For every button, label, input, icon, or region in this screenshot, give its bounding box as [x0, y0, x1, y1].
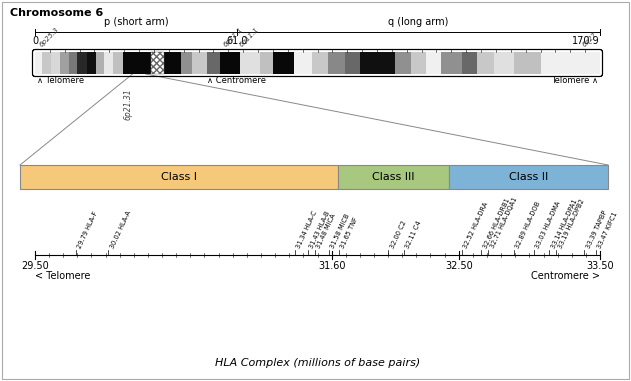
- Bar: [138, 52, 151, 74]
- Bar: [396, 52, 411, 74]
- Text: q (long arm): q (long arm): [388, 17, 449, 27]
- Text: 6q11.1: 6q11.1: [239, 26, 261, 48]
- Text: HLA Complex (millions of base pairs): HLA Complex (millions of base pairs): [215, 358, 420, 368]
- Bar: [151, 52, 164, 74]
- Text: < Telomere: < Telomere: [35, 271, 90, 281]
- Text: 61.0: 61.0: [226, 36, 247, 46]
- Text: Class III: Class III: [372, 172, 415, 182]
- Bar: [260, 52, 273, 74]
- Text: 33.50: 33.50: [586, 261, 614, 271]
- Text: 31.48 MICA: 31.48 MICA: [316, 212, 337, 249]
- Bar: [192, 52, 208, 74]
- Text: 32.00 C2: 32.00 C2: [389, 219, 407, 249]
- Bar: [294, 52, 312, 74]
- Bar: [273, 52, 294, 74]
- Bar: [477, 52, 494, 74]
- Text: 29.79 HLA-F: 29.79 HLA-F: [77, 210, 99, 249]
- Text: 31.34 HLA-C: 31.34 HLA-C: [296, 210, 319, 249]
- Bar: [151, 52, 164, 74]
- Text: ∧ Telomere: ∧ Telomere: [37, 76, 84, 85]
- Bar: [104, 52, 113, 74]
- Text: Chromosome 6: Chromosome 6: [10, 8, 103, 18]
- Text: 32.52 HLA-DRA: 32.52 HLA-DRA: [463, 201, 489, 249]
- Bar: [240, 52, 260, 74]
- Text: Telomere ∧: Telomere ∧: [551, 76, 598, 85]
- Bar: [35, 52, 42, 74]
- Text: 6p25.3: 6p25.3: [38, 26, 60, 48]
- Bar: [208, 52, 220, 74]
- Bar: [78, 52, 87, 74]
- Bar: [122, 52, 138, 74]
- Text: 6q27: 6q27: [581, 31, 598, 48]
- Bar: [20, 165, 338, 189]
- Text: 6p11.1: 6p11.1: [223, 26, 244, 48]
- Text: 33.03 HLA-DMA: 33.03 HLA-DMA: [534, 200, 562, 249]
- Text: 33.14 HLA-DPA1: 33.14 HLA-DPA1: [550, 198, 578, 249]
- Text: 32.89 HLA-DOB: 32.89 HLA-DOB: [515, 200, 542, 249]
- FancyBboxPatch shape: [33, 50, 603, 77]
- Bar: [360, 52, 380, 74]
- Bar: [42, 52, 51, 74]
- Text: 31.60: 31.60: [318, 261, 345, 271]
- Text: 31.58 MICB: 31.58 MICB: [330, 212, 351, 249]
- Text: p (short arm): p (short arm): [103, 17, 168, 27]
- Text: 32.50: 32.50: [445, 261, 473, 271]
- Text: Class I: Class I: [161, 172, 197, 182]
- Text: 33.19 HLA-DPB2: 33.19 HLA-DPB2: [557, 198, 586, 249]
- Bar: [327, 52, 345, 74]
- Bar: [220, 52, 240, 74]
- Bar: [96, 52, 104, 74]
- Text: 32.11 C4: 32.11 C4: [404, 219, 423, 249]
- Bar: [113, 52, 122, 74]
- Text: 6p21.31: 6p21.31: [123, 88, 132, 120]
- Text: 31.65 TNF: 31.65 TNF: [339, 216, 360, 249]
- Bar: [69, 52, 78, 74]
- Bar: [426, 52, 440, 74]
- Bar: [440, 52, 461, 74]
- Text: 32.71 HLA-DQA1: 32.71 HLA-DQA1: [490, 196, 518, 249]
- Bar: [51, 52, 61, 74]
- Bar: [380, 52, 396, 74]
- Text: 0: 0: [32, 36, 38, 46]
- Bar: [345, 52, 360, 74]
- Text: 31.43 HLA-B: 31.43 HLA-B: [309, 210, 331, 249]
- Bar: [541, 52, 600, 74]
- Text: 33.39 TAPBP: 33.39 TAPBP: [586, 209, 608, 249]
- Bar: [312, 52, 327, 74]
- Bar: [411, 52, 426, 74]
- Text: 33.47 KIFC1: 33.47 KIFC1: [597, 211, 619, 249]
- Bar: [164, 52, 180, 74]
- Text: ∧ Centromere: ∧ Centromere: [207, 76, 266, 85]
- Text: Class II: Class II: [509, 172, 548, 182]
- Text: 170.9: 170.9: [572, 36, 600, 46]
- Bar: [180, 52, 192, 74]
- Text: Centromere >: Centromere >: [531, 271, 600, 281]
- Bar: [338, 165, 449, 189]
- Bar: [461, 52, 477, 74]
- Bar: [87, 52, 96, 74]
- Bar: [494, 52, 514, 74]
- Bar: [514, 52, 541, 74]
- Text: 30.02 HLA-A: 30.02 HLA-A: [109, 210, 132, 249]
- Text: 32.66 HLA-DRB1: 32.66 HLA-DRB1: [482, 197, 511, 249]
- Text: 29.50: 29.50: [21, 261, 49, 271]
- Bar: [449, 165, 608, 189]
- Bar: [61, 52, 69, 74]
